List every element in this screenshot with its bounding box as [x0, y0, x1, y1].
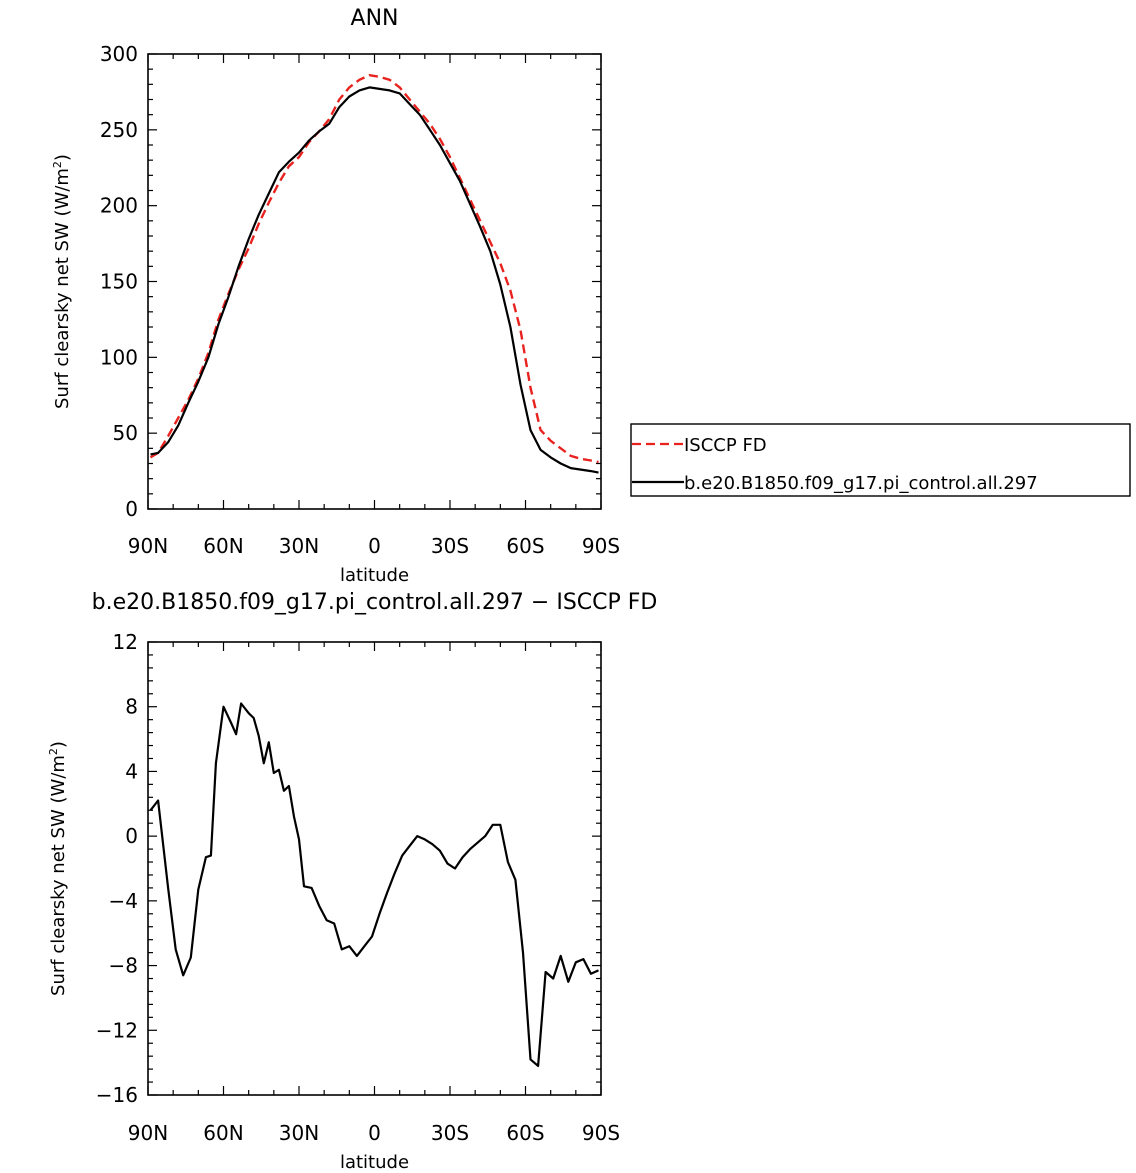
y-tick-label: 300 — [100, 42, 138, 66]
x-tick-label: 30N — [279, 1121, 319, 1145]
y-axis-label: Surf clearsky net SW (W/m2) — [47, 741, 69, 996]
y-tick-label: 8 — [125, 695, 138, 719]
x-tick-label: 30N — [279, 534, 319, 558]
plot-frame — [147, 53, 602, 510]
y-tick-label: −12 — [96, 1018, 138, 1042]
x-tick-label: 60S — [506, 1121, 544, 1145]
series-line-0 — [149, 702, 599, 1067]
series-line-0 — [149, 74, 599, 464]
chart-panel-difference: b.e20.B1850.f09_g17.pi_control.all.297 −… — [47, 590, 657, 1173]
x-tick-label: 60N — [203, 1121, 243, 1145]
y-tick-label: 0 — [125, 824, 138, 848]
y-tick-label: −16 — [96, 1083, 138, 1107]
y-tick-label: −8 — [109, 954, 138, 978]
chart-title: ANN — [351, 6, 399, 31]
x-tick-label: 0 — [368, 534, 381, 558]
y-tick-label: 100 — [100, 345, 138, 369]
chart-title: b.e20.B1850.f09_g17.pi_control.all.297 −… — [92, 590, 658, 615]
plot-frame — [147, 641, 602, 1096]
y-tick-label: 0 — [125, 497, 138, 521]
y-tick-label: 50 — [113, 421, 138, 445]
y-tick-label: 4 — [125, 759, 138, 783]
y-axis-label: Surf clearsky net SW (W/m2) — [51, 154, 73, 409]
x-tick-label: 30S — [431, 1121, 469, 1145]
x-tick-label: 0 — [368, 1121, 381, 1145]
y-tick-label: 200 — [100, 194, 138, 218]
x-axis-label: latitude — [340, 1152, 409, 1173]
chart-panel-annual: ANN Surf clearsky net SW (W/m2) latitude 90… — [51, 6, 620, 586]
x-axis-label: latitude — [340, 565, 409, 586]
x-tick-label: 60S — [506, 534, 544, 558]
legend: ISCCP FD b.e20.B1850.f09_g17.pi_control.a… — [630, 423, 1131, 497]
y-tick-label: 150 — [100, 270, 138, 294]
x-tick-label: 90S — [582, 534, 620, 558]
x-tick-label: 30S — [431, 534, 469, 558]
x-tick-label: 90S — [582, 1121, 620, 1145]
x-tick-label: 60N — [203, 534, 243, 558]
x-tick-label: 90N — [128, 1121, 168, 1145]
legend-box — [630, 423, 1131, 497]
legend-label-0: ISCCP FD — [684, 435, 767, 456]
series-line-1 — [150, 86, 599, 474]
y-tick-label: −4 — [109, 889, 138, 913]
y-tick-label: 12 — [113, 630, 138, 654]
legend-label-1: b.e20.B1850.f09_g17.pi_control.all.297 — [684, 473, 1038, 494]
x-tick-label: 90N — [128, 534, 168, 558]
y-tick-label: 250 — [100, 118, 138, 142]
